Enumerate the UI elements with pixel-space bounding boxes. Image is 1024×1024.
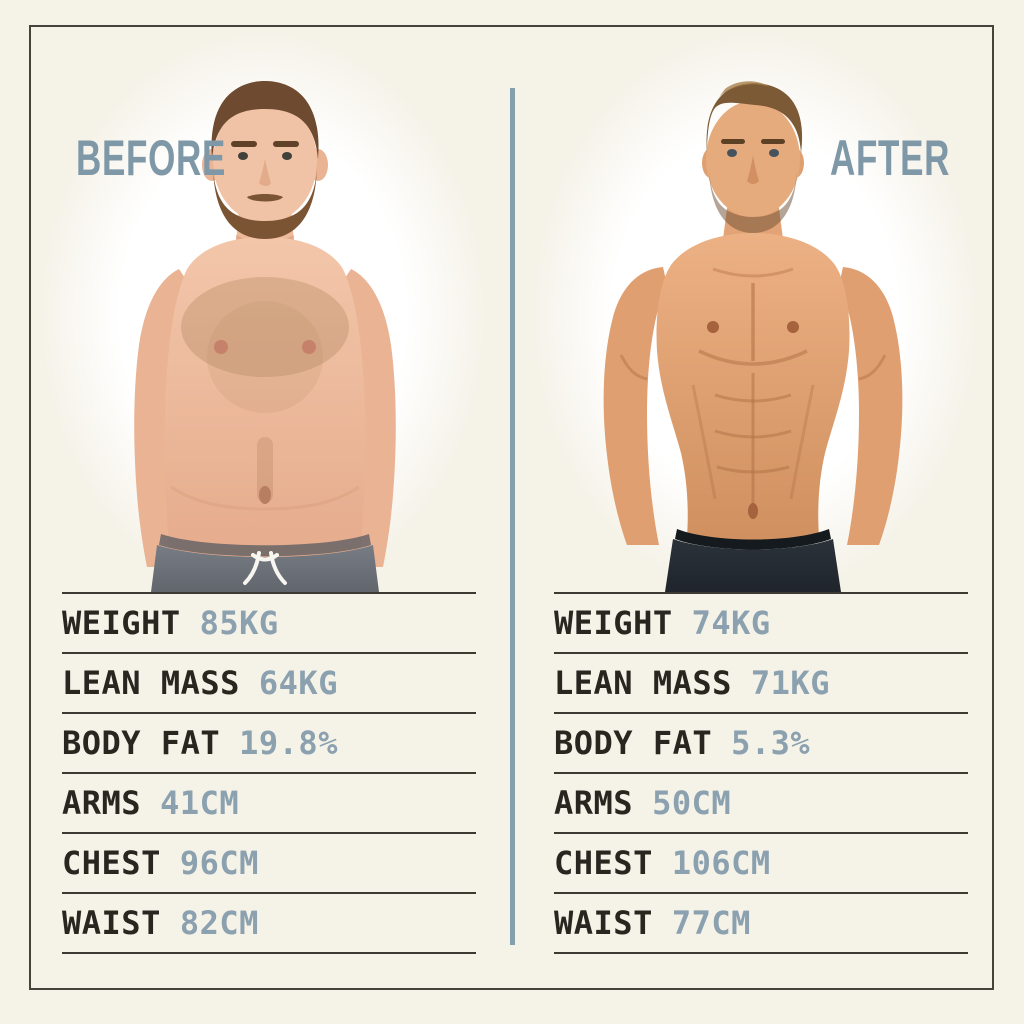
stat-label: BODY FAT — [554, 724, 713, 762]
stat-value: 96CM — [179, 844, 259, 882]
stat-label: ARMS — [62, 784, 142, 822]
stat-row-body-fat: BODY FAT 5.3% — [554, 712, 968, 772]
stat-row-chest: CHEST 96CM — [62, 832, 476, 892]
stat-label: WEIGHT — [554, 604, 673, 642]
stat-label: CHEST — [554, 844, 653, 882]
before-photo — [134, 81, 396, 592]
before-sweatpants — [151, 534, 379, 592]
after-torso — [656, 233, 850, 546]
poster-frame — [29, 25, 994, 990]
after-stats-table: WEIGHT 74KG LEAN MASS 71KG BODY FAT 5.3%… — [554, 592, 968, 954]
after-shorts — [665, 529, 841, 592]
stat-value: 41CM — [160, 784, 240, 822]
center-divider — [510, 88, 515, 945]
after-title: AFTER — [830, 130, 951, 186]
stat-value: 19.8% — [239, 724, 338, 762]
stat-row-waist: WAIST 82CM — [62, 892, 476, 952]
before-head — [202, 81, 328, 239]
stat-row-lean-mass: LEAN MASS 71KG — [554, 652, 968, 712]
stat-label: ARMS — [554, 784, 634, 822]
stat-value: 82CM — [179, 904, 259, 942]
stat-label: LEAN MASS — [62, 664, 240, 702]
before-stats-table: WEIGHT 85KG LEAN MASS 64KG BODY FAT 19.8… — [62, 592, 476, 954]
stat-label: CHEST — [62, 844, 161, 882]
stat-row-arms: ARMS 50CM — [554, 772, 968, 832]
stat-value: 74KG — [691, 604, 771, 642]
stat-value: 106CM — [671, 844, 771, 882]
stat-label: WAIST — [62, 904, 161, 942]
stat-label: WAIST — [554, 904, 653, 942]
before-title: BEFORE — [76, 130, 227, 186]
stat-value: 5.3% — [731, 724, 811, 762]
stat-value: 77CM — [671, 904, 751, 942]
stat-value: 50CM — [652, 784, 732, 822]
stat-row-weight: WEIGHT 85KG — [62, 592, 476, 652]
stat-value: 64KG — [258, 664, 338, 702]
stat-row-waist: WAIST 77CM — [554, 892, 968, 952]
after-head — [702, 81, 804, 233]
stat-label: LEAN MASS — [554, 664, 732, 702]
before-torso — [164, 237, 366, 565]
stat-row-chest: CHEST 106CM — [554, 832, 968, 892]
after-arms — [603, 267, 903, 545]
after-photo — [603, 81, 903, 592]
stat-label: BODY FAT — [62, 724, 221, 762]
stat-value: 85KG — [199, 604, 279, 642]
stat-value: 71KG — [750, 664, 830, 702]
stat-row-body-fat: BODY FAT 19.8% — [62, 712, 476, 772]
stat-row-arms: ARMS 41CM — [62, 772, 476, 832]
stat-row-lean-mass: LEAN MASS 64KG — [62, 652, 476, 712]
stat-row-weight: WEIGHT 74KG — [554, 592, 968, 652]
stat-label: WEIGHT — [62, 604, 181, 642]
